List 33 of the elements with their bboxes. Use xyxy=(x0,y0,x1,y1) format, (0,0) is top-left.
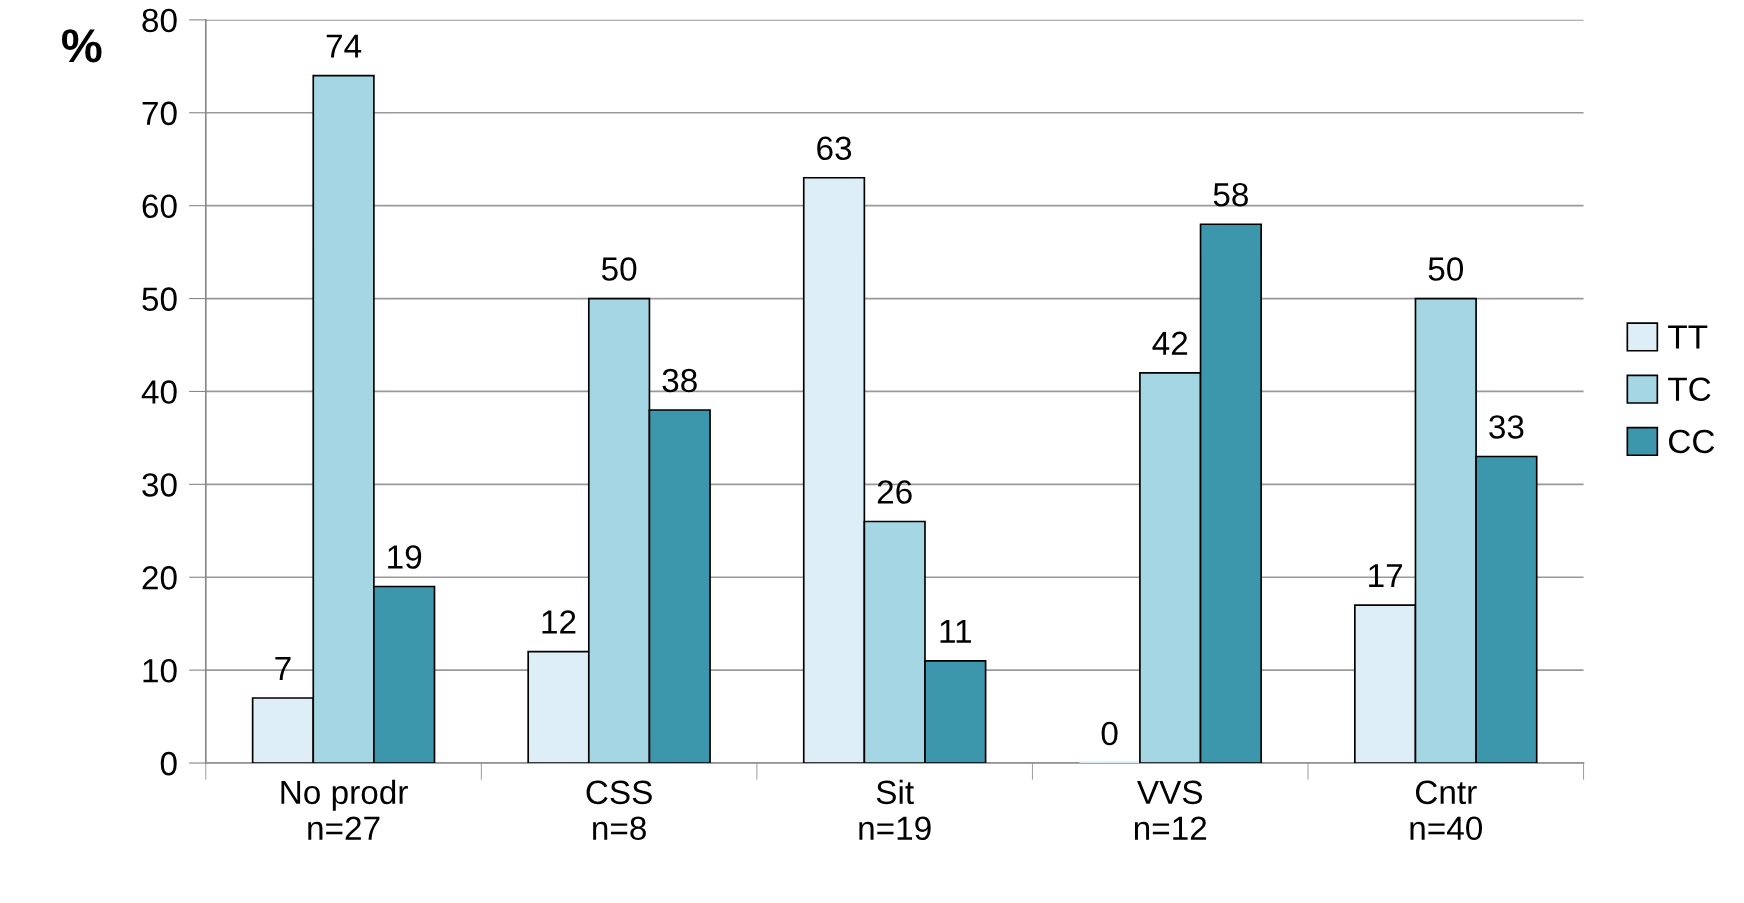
data-label: 0 xyxy=(1101,721,1118,746)
data-label: 19 xyxy=(388,545,422,569)
data-label: 26 xyxy=(877,480,912,504)
y-tick-label: 0 xyxy=(160,751,177,776)
x-tick-label: CSS n=8 xyxy=(586,780,652,841)
y-tick-label: 70 xyxy=(142,101,177,126)
x-tick-label: Sit n=19 xyxy=(859,779,931,841)
y-tick-label: 30 xyxy=(142,473,177,497)
data-label: 50 xyxy=(601,257,637,281)
data-label: 7 xyxy=(275,657,291,680)
legend-label: CC xyxy=(1669,429,1715,454)
data-label: 17 xyxy=(1369,564,1403,588)
data-label: 50 xyxy=(1428,257,1464,281)
data-label: 38 xyxy=(662,368,697,393)
y-axis-title: % xyxy=(61,29,102,63)
y-tick-label: 80 xyxy=(142,8,177,33)
y-tick-label: 20 xyxy=(142,566,177,590)
x-tick-label: No prodr n=27 xyxy=(281,779,408,840)
x-tick-label: Cntr n=40 xyxy=(1410,780,1483,841)
data-label: 33 xyxy=(1489,415,1524,439)
y-tick-label: 40 xyxy=(141,380,177,404)
legend-label: TC xyxy=(1668,377,1711,401)
data-label: 74 xyxy=(326,34,362,58)
y-tick-label: 50 xyxy=(142,287,177,311)
data-label: 11 xyxy=(940,619,971,643)
data-label: 12 xyxy=(542,610,576,634)
data-label: 42 xyxy=(1152,331,1188,355)
data-label: 58 xyxy=(1213,182,1248,207)
x-tick-label: VVS n=12 xyxy=(1134,780,1207,840)
y-tick-label: 60 xyxy=(142,194,177,219)
legend-label: TT xyxy=(1668,325,1708,349)
data-label: 63 xyxy=(817,136,852,161)
y-tick-label: 10 xyxy=(143,658,177,683)
